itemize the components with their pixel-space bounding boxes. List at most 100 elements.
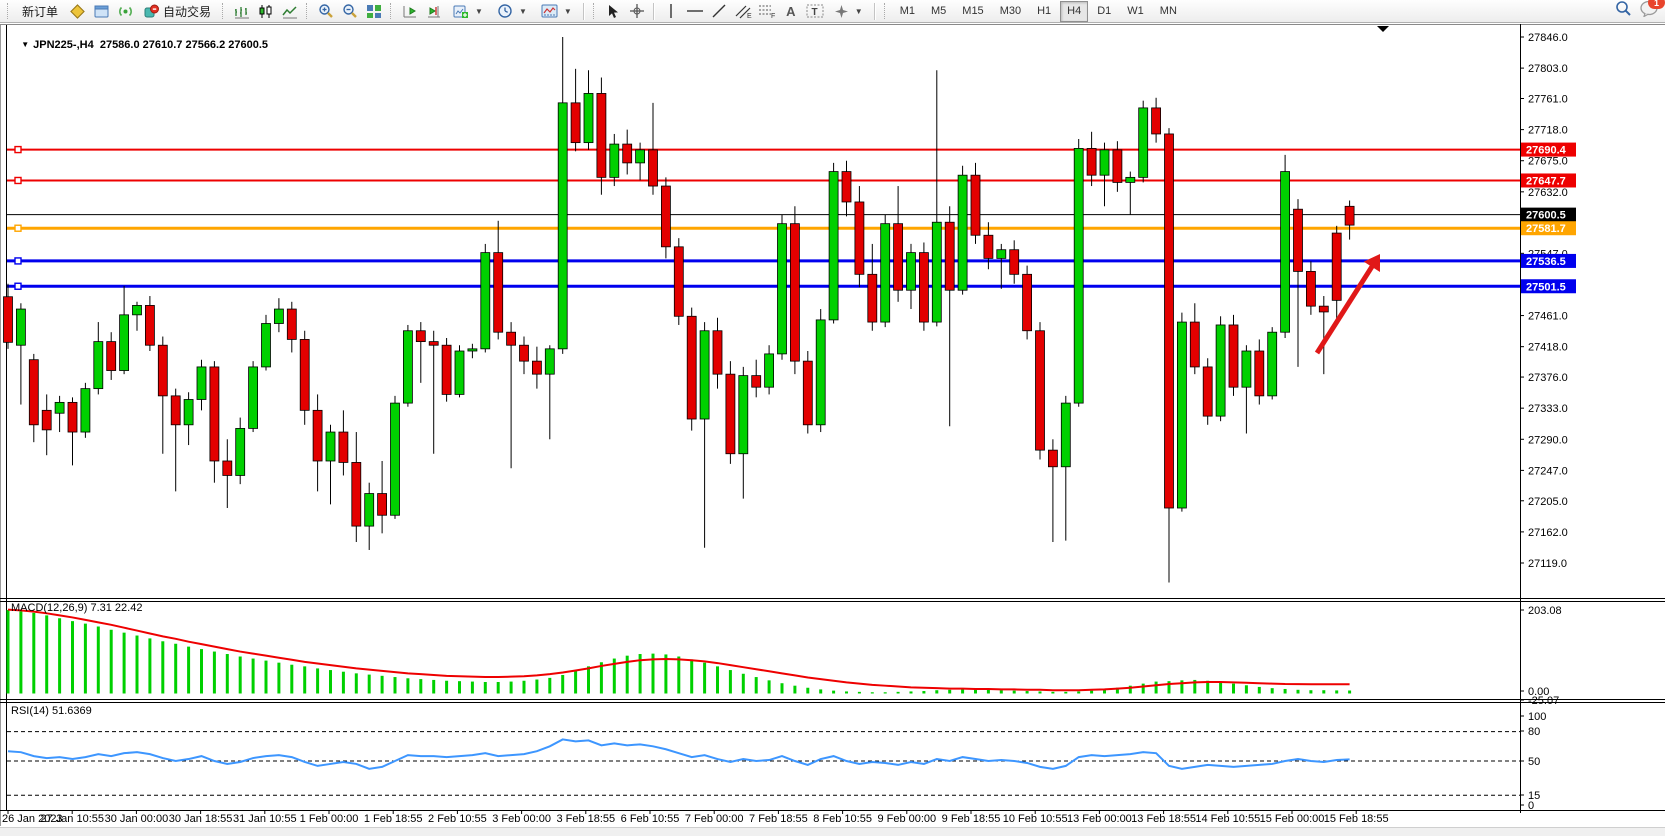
crosshair-icon[interactable] [626,0,648,22]
toolbar-separator [652,2,655,20]
svg-text:27418.0: 27418.0 [1528,342,1568,354]
search-icon[interactable] [1615,0,1632,22]
equidistant-channel-icon[interactable]: E [732,0,754,22]
toolbar-grip [592,3,597,19]
svg-text:100: 100 [1528,711,1546,723]
svg-text:15: 15 [1528,790,1540,802]
svg-text:3 Feb 18:55: 3 Feb 18:55 [556,813,615,825]
svg-text:8 Feb 10:55: 8 Feb 10:55 [813,813,872,825]
periods-button[interactable]: ▼ [491,0,533,22]
chart-window[interactable]: ▼ JPN225-,H4 27586.0 27610.7 27566.2 2760… [0,23,1665,826]
svg-text:27803.0: 27803.0 [1528,63,1568,75]
autotrade-button[interactable]: 自动交易 [138,0,217,22]
svg-text:27690.4: 27690.4 [1526,145,1567,157]
rsi-indicator: 100 80 50 150 [7,711,1546,812]
svg-text:80: 80 [1528,726,1540,738]
chart-shift-marker[interactable] [1377,26,1389,32]
toolbar-separator [873,2,876,20]
window-icon[interactable] [90,0,112,22]
bar-chart-icon[interactable] [231,0,253,22]
svg-text:1 Feb 18:55: 1 Feb 18:55 [364,813,423,825]
timeframe-button-m1[interactable]: M1 [899,5,915,17]
horizontal-line-icon[interactable] [684,0,706,22]
timeframe-button-m30[interactable]: M30 [999,5,1022,17]
svg-text:7 Feb 00:00: 7 Feb 00:00 [685,813,744,825]
new-chart-button[interactable]: ▼ [447,0,489,22]
timeframe-button-h4[interactable]: H4 [1060,0,1089,22]
timeframe-button-mn[interactable]: MN [1159,5,1177,17]
trend-arrow-annotation[interactable] [1314,254,1380,355]
macd-indicator: 203.08 0.00-25.07 [6,605,1562,707]
svg-text:27333.0: 27333.0 [1528,403,1568,415]
dropdown-caret-icon: ▼ [563,6,572,16]
svg-text:14 Feb 10:55: 14 Feb 10:55 [1195,813,1260,825]
timeframe-button-m5[interactable]: M5 [931,5,947,17]
svg-text:3 Feb 00:00: 3 Feb 00:00 [492,813,551,825]
fibonacci-icon[interactable]: F [756,0,778,22]
chart-quote: 27586.0 27610.7 27566.2 27600.5 [99,39,269,51]
svg-text:6 Feb 10:55: 6 Feb 10:55 [621,813,680,825]
horizontal-line-27501.5[interactable] [7,282,1520,290]
status-bar [0,827,1665,836]
price-axis: 27846.0 27803.0 27761.0 27718.0 27675.0 27632… [1520,32,1568,570]
toolbar-grip [7,3,11,19]
dropdown-caret-icon: ▼ [854,6,863,16]
symbol-dropdown-icon[interactable]: ▼ [21,40,30,49]
line-chart-icon[interactable] [279,0,301,22]
svg-text:27632.0: 27632.0 [1528,187,1568,199]
timeframe-button-w1[interactable]: W1 [1127,5,1144,17]
horizontal-line-27536.5[interactable] [7,257,1520,265]
trendline-icon[interactable] [708,0,730,22]
svg-text:27461.0: 27461.0 [1528,311,1568,323]
horizontal-line-27581.7[interactable] [7,224,1520,232]
svg-text:F: F [771,13,775,19]
timeframe-toolbar: M1 M5 M15 M30 H1 H4 D1 W1 MN [892,0,1185,22]
timeframe-button-d1[interactable]: D1 [1097,5,1112,17]
svg-text:1 Feb 00:00: 1 Feb 00:00 [300,813,359,825]
svg-text:9 Feb 00:00: 9 Feb 00:00 [877,813,936,825]
svg-text:27761.0: 27761.0 [1528,93,1568,105]
svg-text:9 Feb 18:55: 9 Feb 18:55 [942,813,1001,825]
signal-icon[interactable] [114,0,136,22]
svg-text:27718.0: 27718.0 [1528,125,1568,137]
svg-text:2 Feb 10:55: 2 Feb 10:55 [428,813,487,825]
svg-text:15 Feb 00:00: 15 Feb 00:00 [1260,813,1325,825]
new-order-button[interactable]: 新订单 [16,0,64,22]
price-chart-canvas[interactable]: 27846.0 27803.0 27761.0 27718.0 27675.0 27632… [0,23,1665,826]
candlestick-chart-icon[interactable] [255,0,277,22]
svg-text:203.08: 203.08 [1528,605,1562,617]
vertical-line-icon[interactable] [660,0,682,22]
toolbar-grip [222,3,226,19]
arrows-tool-button[interactable]: ▼ [828,0,869,22]
svg-text:27205.0: 27205.0 [1528,496,1568,508]
templates-button[interactable]: ▼ [535,0,578,22]
new-order-label: 新订单 [22,4,59,19]
svg-text:27647.7: 27647.7 [1526,175,1566,187]
svg-text:7 Feb 18:55: 7 Feb 18:55 [749,813,808,825]
svg-text:27290.0: 27290.0 [1528,434,1568,446]
zoom-out-icon[interactable] [339,0,361,22]
chart-shift-icon[interactable] [423,0,445,22]
chart-symbol: JPN225-,H4 [33,39,94,51]
text-icon[interactable]: A [786,3,796,19]
cursor-icon[interactable] [602,0,624,22]
svg-text:30 Jan 00:00: 30 Jan 00:00 [105,813,169,825]
text-label-icon[interactable]: T [804,0,826,22]
gold-diamond-icon[interactable] [66,0,88,22]
timeframe-button-h1[interactable]: H1 [1037,5,1052,17]
svg-text:15 Feb 18:55: 15 Feb 18:55 [1324,813,1389,825]
horizontal-line-27647.7[interactable] [7,176,1520,185]
svg-text:31 Jan 10:55: 31 Jan 10:55 [233,813,297,825]
toolbar-grip [883,3,888,19]
tile-windows-icon[interactable] [363,0,385,22]
timeframe-button-m15[interactable]: M15 [962,5,984,17]
auto-scroll-icon[interactable] [399,0,421,22]
svg-text:27581.7: 27581.7 [1526,223,1566,235]
zoom-in-icon[interactable] [315,0,337,22]
notifications-icon[interactable]: 1 [1640,0,1665,22]
horizontal-line-27690.4[interactable] [7,145,1520,154]
rsi-indicator-label: RSI(14) 51.6369 [11,705,92,717]
chart-frame [0,24,1665,826]
svg-text:27 Jan 10:55: 27 Jan 10:55 [40,813,104,825]
